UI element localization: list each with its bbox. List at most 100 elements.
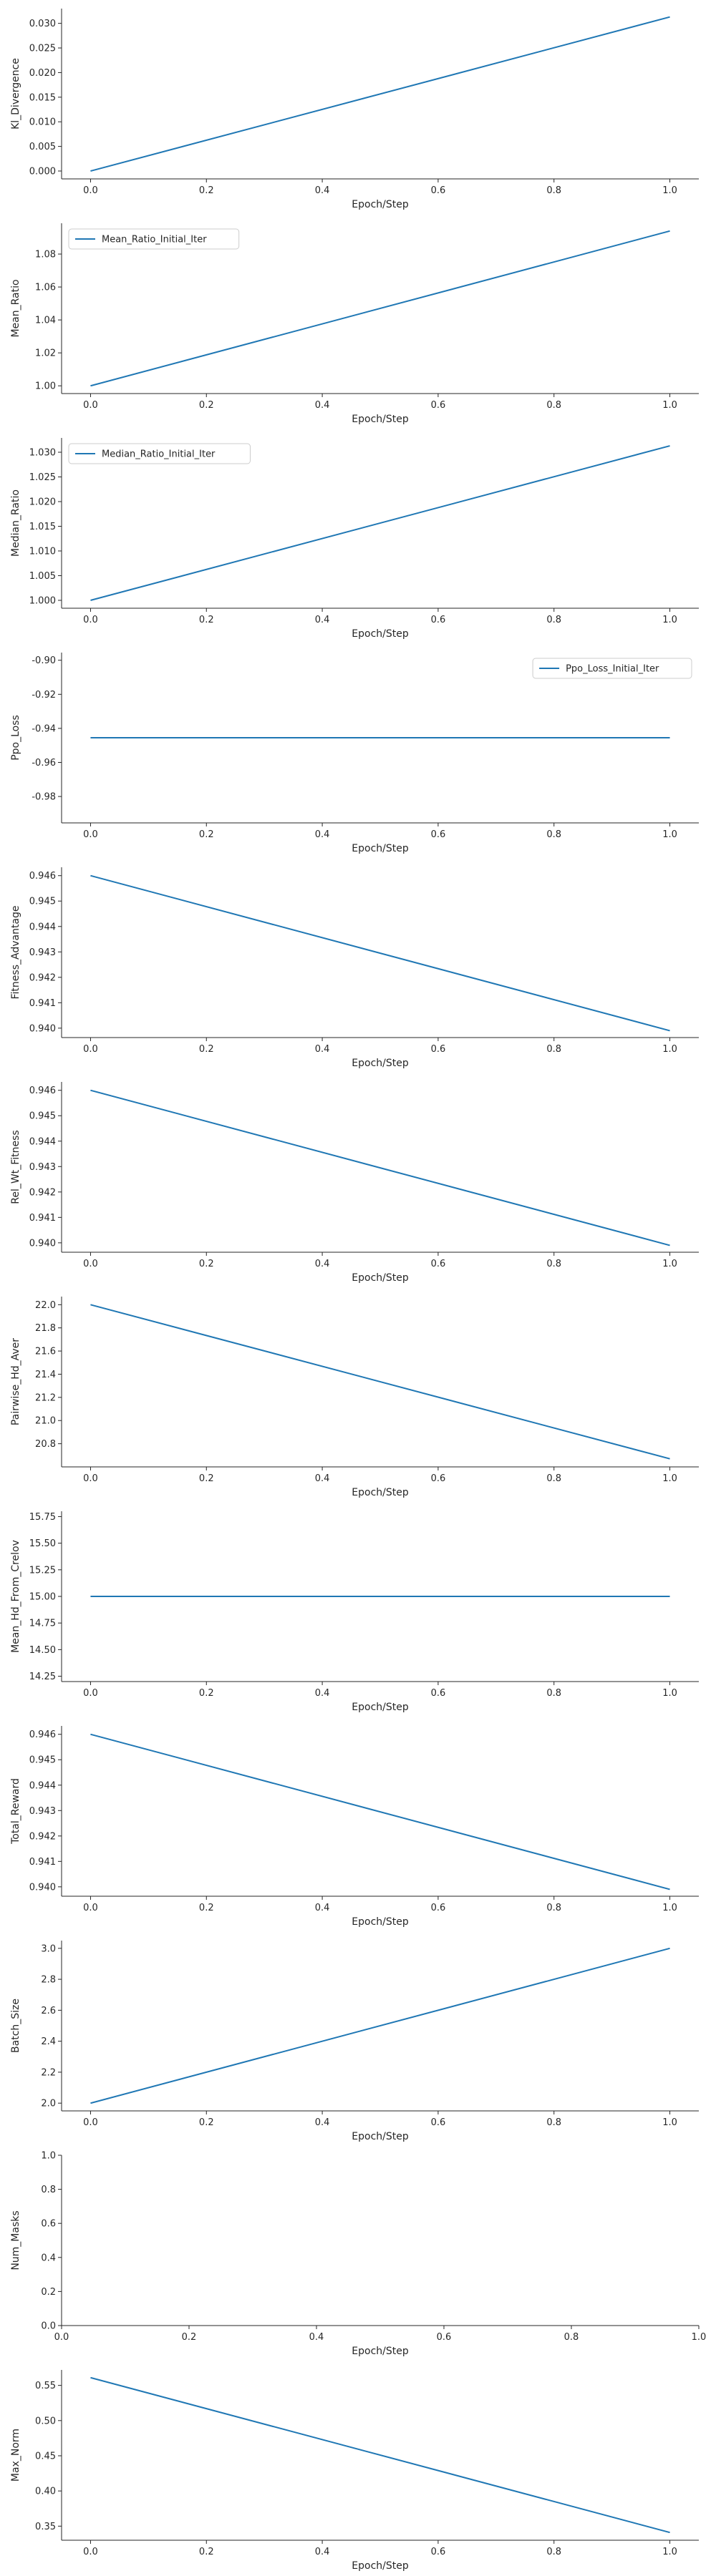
y-tick-label: 14.50 [29, 1645, 56, 1656]
y-tick-label: 0.940 [29, 1023, 56, 1034]
subplot-5: 0.0 0.2 0.4 0.6 0.8 1.0 0.940 0.941 0.942 0.943 0.… [10, 867, 699, 1069]
y-axis-label: Fitness_Advantage [10, 905, 21, 999]
x-tick-label: 0.8 [546, 2117, 561, 2128]
x-tick-label: 1.0 [662, 1044, 677, 1055]
x-tick-label: 0.4 [315, 1259, 330, 1269]
y-tick-label: 0.945 [29, 897, 56, 907]
x-tick-label: 0.4 [315, 1688, 330, 1699]
y-axis-label: Pairwise_Hd_Aver [10, 1338, 21, 1425]
x-axis-label: Epoch/Step [352, 2560, 409, 2572]
y-tick-label: 0.020 [29, 68, 56, 79]
y-tick-label: 0.946 [29, 871, 56, 882]
y-tick-label: 0.015 [29, 92, 56, 103]
y-tick-label: 1.08 [35, 250, 56, 260]
y-tick-label: 0.944 [29, 1136, 56, 1147]
x-tick-label: 1.0 [662, 1259, 677, 1269]
y-tick-label: -0.94 [32, 723, 56, 734]
series-line [90, 1089, 670, 1246]
x-axis-label: Epoch/Step [352, 414, 409, 425]
subplot-2: 0.0 0.2 0.4 0.6 0.8 1.0 1.00 1.02 1.04 1.06 1.08 Ep… [10, 223, 699, 425]
series-line [90, 445, 670, 601]
x-tick-label: 0.6 [431, 2117, 446, 2128]
x-tick-label: 0.6 [437, 2332, 452, 2343]
y-tick-label: 0.941 [29, 998, 56, 1009]
x-tick-label: 0.2 [199, 2547, 214, 2557]
x-axis-label: Epoch/Step [352, 1916, 409, 1928]
y-tick-label: 2.6 [41, 2006, 56, 2016]
y-tick-label: 21.8 [35, 1323, 56, 1334]
y-tick-label: 0.945 [29, 1111, 56, 1122]
y-tick-label: 0.55 [35, 2381, 56, 2391]
legend-label: Mean_Ratio_Initial_Iter [102, 235, 207, 245]
y-tick-label: 0.943 [29, 1806, 56, 1817]
series-line [90, 1304, 670, 1460]
subplot-7: 0.0 0.2 0.4 0.6 0.8 1.0 20.8 21.0 21.2 21.4 21.6 21… [10, 1297, 699, 1498]
series-line [90, 230, 670, 387]
y-tick-label: 15.25 [29, 1565, 56, 1576]
x-tick-label: 0.0 [54, 2332, 69, 2343]
x-tick-label: 0.0 [83, 1044, 98, 1055]
x-tick-label: 0.8 [546, 2547, 561, 2557]
y-tick-label: 1.010 [29, 546, 56, 557]
y-axis-label: Total_Reward [10, 1778, 21, 1845]
legend-label: Ppo_Loss_Initial_Iter [566, 664, 659, 675]
x-tick-label: 0.2 [199, 615, 214, 625]
y-tick-label: 0.944 [29, 1780, 56, 1791]
y-axis-label: Max_Norm [10, 2429, 21, 2482]
x-tick-label: 0.6 [431, 1044, 446, 1055]
y-tick-label: 2.4 [41, 2036, 56, 2047]
y-axis-label: Rel_Wt_Fitness [10, 1130, 21, 1204]
x-tick-label: 0.4 [315, 1044, 330, 1055]
x-axis-label: Epoch/Step [352, 1702, 409, 1713]
y-tick-label: 0.35 [35, 2522, 56, 2532]
x-tick-label: 0.0 [83, 1473, 98, 1484]
x-axis-label: Epoch/Step [352, 199, 409, 210]
x-tick-label: 0.6 [431, 1903, 446, 1913]
legend: Median_Ratio_Initial_Iter [68, 443, 251, 464]
x-tick-label: 1.0 [662, 400, 677, 411]
y-tick-label: 0.940 [29, 1882, 56, 1893]
y-tick-label: 0.025 [29, 44, 56, 54]
subplot-12: 0.0 0.2 0.4 0.6 0.8 1.0 0.35 0.40 0.45 0.50 0.55 Ep… [10, 2370, 699, 2572]
y-tick-label: 0.943 [29, 947, 56, 958]
y-tick-label: 0.8 [41, 2185, 56, 2195]
series-line [90, 1733, 670, 1890]
x-tick-label: 0.0 [83, 2117, 98, 2128]
x-tick-label: 0.4 [315, 1903, 330, 1913]
x-tick-label: 0.4 [315, 615, 330, 625]
x-tick-label: 0.2 [199, 1903, 214, 1913]
y-axis-label: Kl_Divergence [10, 58, 21, 130]
y-tick-label: 0.941 [29, 1213, 56, 1224]
y-tick-label: 20.8 [35, 1439, 56, 1450]
y-tick-label: 1.000 [29, 595, 56, 606]
y-axis-label: Mean_Hd_From_Crelov [10, 1540, 21, 1653]
y-tick-label: -0.98 [32, 792, 56, 803]
y-tick-label: -0.96 [32, 758, 56, 769]
x-tick-label: 0.8 [546, 1688, 561, 1699]
series-line [90, 16, 670, 172]
x-tick-label: 1.0 [662, 615, 677, 625]
y-axis-label: Median_Ratio [10, 489, 21, 557]
y-tick-label: 1.020 [29, 497, 56, 507]
x-tick-label: 0.0 [83, 1903, 98, 1913]
y-tick-label: 14.25 [29, 1672, 56, 1682]
y-tick-label: 0.000 [29, 166, 56, 177]
y-tick-label: 1.0 [41, 2151, 56, 2162]
x-axis-label: Epoch/Step [352, 843, 409, 854]
x-tick-label: 0.4 [309, 2332, 324, 2343]
x-tick-label: 0.0 [83, 1688, 98, 1699]
x-tick-label: 0.6 [431, 1259, 446, 1269]
subplot-6: 0.0 0.2 0.4 0.6 0.8 1.0 0.940 0.941 0.942 0.943 0.… [10, 1082, 699, 1284]
subplot-11: 0.0 0.2 0.4 0.6 0.8 1.0 0.0 0.2 0.4 0.6 0.8 1.0 Epoc… [10, 2151, 706, 2358]
y-tick-label: 0.005 [29, 142, 56, 152]
x-tick-label: 0.8 [546, 185, 561, 196]
x-tick-label: 0.8 [546, 1473, 561, 1484]
y-axis-label: Ppo_Loss [10, 715, 21, 761]
x-tick-label: 0.4 [315, 1473, 330, 1484]
y-tick-label: 0.50 [35, 2416, 56, 2426]
y-tick-label: -0.92 [32, 690, 56, 701]
y-tick-label: 0.942 [29, 1187, 56, 1198]
y-tick-label: 21.2 [35, 1392, 56, 1403]
x-tick-label: 0.6 [431, 185, 446, 196]
y-tick-label: 1.06 [35, 283, 56, 293]
